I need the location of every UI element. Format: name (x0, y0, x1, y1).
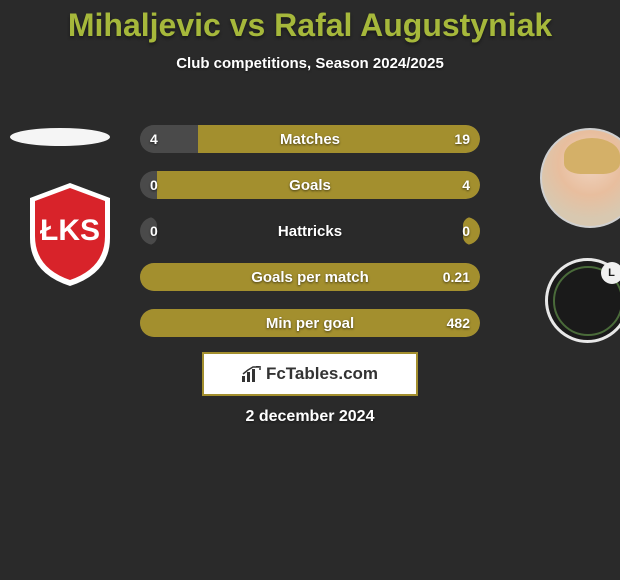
player2-club-logo: L (545, 258, 620, 343)
stat-label: Goals (140, 171, 480, 199)
subtitle: Club competitions, Season 2024/2025 (0, 55, 620, 72)
stat-value-left: 4 (150, 125, 158, 153)
stat-row: Hattricks0 0 (140, 217, 480, 245)
date-line: 2 december 2024 (0, 408, 620, 426)
club-right-badge-letter: L (601, 262, 620, 284)
stat-row: Goals0 4 (140, 171, 480, 199)
player2-name: Rafal Augustyniak (274, 7, 552, 43)
brand-text: FcTables.com (266, 364, 378, 384)
svg-text:ŁKS: ŁKS (40, 214, 100, 247)
comparison-bars: Matches419Goals04Hattricks00Goals per ma… (140, 125, 480, 355)
brand-box[interactable]: FcTables.com (202, 352, 418, 396)
stat-value-left: 0 (150, 171, 158, 199)
stat-value-right: 19 (454, 125, 470, 153)
stat-row: Matches4 19 (140, 125, 480, 153)
stat-value-right: 0 (462, 217, 470, 245)
stat-label: Hattricks (140, 217, 480, 245)
stat-row: Goals per match0.21 (140, 263, 480, 291)
stat-value-left: 0 (150, 217, 158, 245)
vs-word: vs (230, 7, 266, 43)
stat-value-right: 4 (462, 171, 470, 199)
player1-name: Mihaljevic (68, 7, 221, 43)
player1-club-logo: ŁKS (20, 178, 120, 288)
comparison-title: Mihaljevic vs Rafal Augustyniak (0, 0, 620, 43)
chart-icon (242, 366, 262, 382)
player2-avatar (540, 128, 620, 228)
stat-label: Matches (140, 125, 480, 153)
stat-value-right: 482 (447, 309, 470, 337)
stat-label: Goals per match (140, 263, 480, 291)
player1-avatar (10, 128, 110, 146)
stat-label: Min per goal (140, 309, 480, 337)
stat-value-right: 0.21 (443, 263, 470, 291)
stat-row: Min per goal482 (140, 309, 480, 337)
